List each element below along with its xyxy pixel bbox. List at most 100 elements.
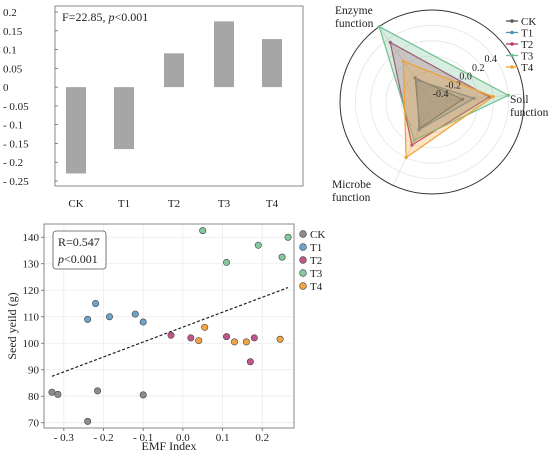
radar-grid-ring xyxy=(385,55,479,149)
scatter-point-t4 xyxy=(201,323,209,331)
bar-y-tick-label: 0.1 xyxy=(3,45,17,57)
scatter-x-tick-label: - 0.2 xyxy=(93,432,113,444)
scatter-series xyxy=(48,227,292,425)
scatter-point-t3 xyxy=(199,227,207,235)
scatter-legend-marker-t2 xyxy=(299,256,307,264)
radar-r-tick-label: 0.4 xyxy=(485,54,498,65)
scatter-point-ck xyxy=(94,387,102,395)
radar-series-t1 xyxy=(415,79,476,131)
bar-t4 xyxy=(262,39,282,88)
radar-point-t1 xyxy=(417,128,421,132)
scatter-point-t3 xyxy=(284,233,292,241)
radar-legend-marker-t2 xyxy=(510,42,514,46)
radar-r-tick-label: -0.4 xyxy=(433,89,449,100)
scatter-legend-marker-t4 xyxy=(299,282,307,290)
radar-outer-ring xyxy=(339,9,525,195)
radar-axis-label: Soil xyxy=(510,94,529,106)
radar-legend-label: T4 xyxy=(521,62,534,74)
scatter-y-tick-label: 90 xyxy=(28,365,40,377)
radar-legend-label: T1 xyxy=(521,28,533,40)
radar-chart: -0.4-0.20.00.20.4 EnzymefunctionSoilfunc… xyxy=(332,5,549,204)
scatter-legend-label: T1 xyxy=(310,242,322,254)
scatter-point-ck xyxy=(139,391,147,399)
scatter-legend-marker-t1 xyxy=(299,243,307,251)
scatter-point-t2 xyxy=(223,333,231,341)
radar-point-t4 xyxy=(491,95,495,99)
radar-r-tick-label: 0.0 xyxy=(459,72,472,83)
scatter-legend-marker-t3 xyxy=(299,269,307,277)
scatter-point-t1 xyxy=(92,299,100,307)
bar-y-tick-label: - 0.2 xyxy=(3,157,23,169)
radar-point-t3 xyxy=(377,25,381,29)
scatter-point-t4 xyxy=(195,337,203,345)
scatter-y-tick-label: 110 xyxy=(23,312,40,324)
stats-box xyxy=(52,230,107,270)
bar-y-tick-label: 0 xyxy=(3,82,9,94)
scatter-point-t4 xyxy=(242,338,250,346)
radar-grid-ring xyxy=(354,24,510,180)
radar-point-t3 xyxy=(412,138,416,142)
bar-chart: F=22.85, p<0.001 - 0.25- 0.2- 0.15- 0.1-… xyxy=(3,5,304,210)
scatter-point-ck xyxy=(84,417,92,425)
scatter-y-tick-label: 120 xyxy=(23,285,40,297)
radar-point-t1 xyxy=(415,78,419,82)
radar-legend-marker-t1 xyxy=(510,30,514,35)
scatter-y-tick-label: 140 xyxy=(23,232,40,244)
bar-x-tick-label: T1 xyxy=(118,198,130,210)
scatter-point-t1 xyxy=(105,313,113,321)
scatter-point-t3 xyxy=(254,241,262,249)
stats-r: R=0.547 xyxy=(58,235,100,249)
scatter-y-tick-label: 70 xyxy=(28,418,40,430)
radar-series-t4 xyxy=(402,60,495,159)
radar-point-t2 xyxy=(487,95,491,99)
bar-x-tick-label: T4 xyxy=(266,198,279,210)
radar-series-t2 xyxy=(389,41,491,147)
bar-t1 xyxy=(114,87,134,150)
scatter-point-t1 xyxy=(84,315,92,323)
scatter-frame xyxy=(43,223,295,429)
bar-t3 xyxy=(214,21,234,88)
radar-r-tick-label: -0.2 xyxy=(445,80,461,91)
scatter-point-t3 xyxy=(223,258,231,266)
scatter-x-label: EMF Index xyxy=(142,439,197,453)
scatter-x-axis: - 0.3 - 0.2 - 0.1 0.0 0.1 0.2 xyxy=(54,428,269,444)
radar-point-t2 xyxy=(388,40,392,44)
bar-y-tick-label: - 0.25 xyxy=(3,176,29,188)
bar-y-tick-label: - 0.15 xyxy=(3,138,29,150)
radar-legend-marker-t3 xyxy=(510,53,514,58)
bar-x-tick-label: T3 xyxy=(218,198,231,210)
scatter-point-t2 xyxy=(167,331,175,339)
bar-x-axis: CK T1 T2 T3 T4 xyxy=(68,198,278,210)
stats-p: p<0.001 xyxy=(57,252,98,266)
radar-legend-marker-ck xyxy=(510,19,514,23)
bar-ck xyxy=(66,87,86,174)
scatter-y-tick-label: 130 xyxy=(23,259,40,271)
scatter-point-t1 xyxy=(139,318,147,326)
scatter-y-tick-label: 80 xyxy=(28,391,40,403)
scatter-point-t4 xyxy=(276,335,284,343)
bar-y-axis: - 0.25 - 0.2 - 0.15 - 0.1 - 0.05 0 0.05 0.1 0.15… xyxy=(3,7,58,188)
bar-series xyxy=(66,21,282,174)
radar-point-t2 xyxy=(410,143,414,147)
scatter-point-t3 xyxy=(278,253,286,261)
radar-series-t3 xyxy=(378,25,510,142)
scatter-y-tick-label: 100 xyxy=(23,338,40,350)
scatter-x-tick-label: 0.0 xyxy=(176,432,190,444)
scatter-x-tick-label: - 0.3 xyxy=(54,432,75,444)
radar-axis-labels: EnzymefunctionSoilfunctionMicrobefunctio… xyxy=(332,5,549,204)
scatter-point-t2 xyxy=(246,358,254,366)
radar-axis-label: function xyxy=(335,18,374,30)
bar-y-tick-label: 0.2 xyxy=(3,7,17,19)
bar-y-tick-label: 0.05 xyxy=(3,63,23,75)
bar-x-tick-label: CK xyxy=(68,198,83,210)
radar-spoke xyxy=(378,26,433,103)
scatter-legend-label: T3 xyxy=(310,268,323,280)
bar-chart-frame xyxy=(54,5,304,187)
scatter-point-t1 xyxy=(131,310,139,318)
radar-series xyxy=(377,25,510,160)
radar-axis-label: function xyxy=(510,107,549,119)
radar-legend-label: T3 xyxy=(521,51,534,63)
bar-chart-annotation: F=22.85, p<0.001 xyxy=(62,10,148,24)
